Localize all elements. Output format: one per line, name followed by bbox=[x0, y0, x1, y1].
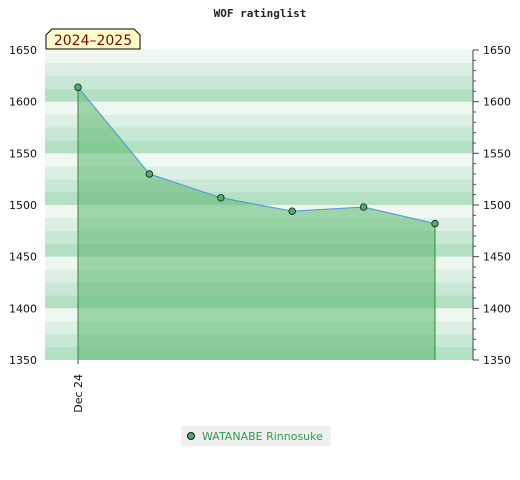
y-tick-label-left: 1350 bbox=[9, 354, 37, 367]
background-band bbox=[45, 75, 473, 89]
background-band bbox=[45, 114, 473, 128]
y-tick-label-left: 1550 bbox=[9, 147, 37, 160]
data-point bbox=[145, 170, 154, 178]
x-axis: Dec 24 bbox=[72, 360, 85, 413]
y-tick-label-left: 1650 bbox=[9, 44, 37, 57]
background-band bbox=[45, 153, 473, 167]
y-tick-label-right: 1400 bbox=[483, 302, 511, 315]
series-area bbox=[78, 87, 435, 360]
data-point bbox=[74, 83, 82, 91]
data-point bbox=[431, 219, 439, 228]
y-tick-label-right: 1600 bbox=[483, 96, 511, 109]
y-tick-label-right: 1500 bbox=[483, 199, 511, 212]
y-tick-label-right: 1550 bbox=[483, 147, 511, 160]
background-band bbox=[45, 50, 473, 63]
y-tick-label-right: 1650 bbox=[483, 44, 511, 57]
x-tick-label: Dec 24 bbox=[72, 374, 85, 413]
chart-title: WOF ratinglist bbox=[214, 7, 307, 20]
legend-marker bbox=[187, 432, 195, 440]
y-tick-label-right: 1450 bbox=[483, 251, 511, 264]
season-badge: 2024–2025 bbox=[45, 28, 141, 50]
data-point bbox=[217, 194, 225, 202]
background-band bbox=[45, 88, 473, 102]
series-line bbox=[77, 86, 436, 225]
y-tick-label-left: 1500 bbox=[9, 199, 37, 212]
data-point bbox=[288, 207, 296, 215]
y-tick-label-left: 1450 bbox=[9, 251, 37, 264]
background-band bbox=[45, 140, 473, 154]
y-tick-label-left: 1600 bbox=[9, 96, 37, 109]
y-tick-label-left: 1400 bbox=[9, 302, 37, 315]
season-badge-shape bbox=[45, 28, 141, 50]
y-axis-right: 1350 1400 1450 1500 1550 1600 1650 bbox=[472, 44, 511, 367]
chart-legend: WATANABE Rinnosuke bbox=[181, 426, 331, 446]
season-badge-label: 2024–2025 bbox=[54, 33, 132, 49]
y-axis-left: 1350 1400 1450 1500 1550 1600 1650 bbox=[9, 44, 37, 367]
background-band bbox=[45, 101, 473, 115]
y-tick-label-right: 1350 bbox=[483, 354, 511, 367]
series-points bbox=[74, 83, 439, 228]
data-point bbox=[359, 203, 368, 211]
background-band bbox=[45, 62, 473, 76]
background-band bbox=[45, 127, 473, 141]
legend-series-label: WATANABE Rinnosuke bbox=[202, 429, 323, 443]
series-area-layer bbox=[77, 86, 436, 360]
